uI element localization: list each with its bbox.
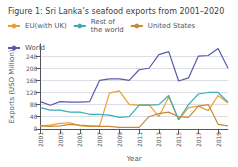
svg-text:2011: 2011 bbox=[136, 132, 143, 147]
svg-text:World: World bbox=[25, 44, 45, 52]
svg-text:2013: 2013 bbox=[155, 132, 162, 147]
svg-text:2007: 2007 bbox=[96, 132, 103, 147]
svg-text:2003: 2003 bbox=[57, 132, 64, 147]
svg-text:2017: 2017 bbox=[195, 132, 202, 147]
svg-text:2019: 2019 bbox=[215, 132, 222, 147]
svg-text:2005: 2005 bbox=[76, 132, 83, 147]
svg-text:2001: 2001 bbox=[37, 132, 44, 147]
svg-text:160: 160 bbox=[26, 77, 38, 84]
svg-text:240: 240 bbox=[26, 53, 38, 60]
svg-text:Year: Year bbox=[126, 155, 142, 163]
svg-text:200: 200 bbox=[26, 65, 38, 72]
svg-text:120: 120 bbox=[26, 89, 38, 96]
svg-text:Exports (USD Million): Exports (USD Million) bbox=[8, 49, 16, 123]
svg-text:80: 80 bbox=[30, 101, 38, 108]
svg-text:Rest of: Rest of bbox=[91, 18, 116, 26]
svg-text:2015: 2015 bbox=[175, 132, 182, 147]
svg-text:2009: 2009 bbox=[116, 132, 123, 147]
svg-text:Figure 1: Sri Lanka’s seafood: Figure 1: Sri Lanka’s seafood exports fr… bbox=[8, 7, 224, 16]
svg-text:40: 40 bbox=[30, 113, 38, 120]
svg-text:United States: United States bbox=[148, 22, 196, 30]
svg-text:the world: the world bbox=[91, 26, 124, 34]
svg-text:0: 0 bbox=[34, 125, 38, 132]
svg-text:EU(with UK): EU(with UK) bbox=[25, 22, 67, 30]
